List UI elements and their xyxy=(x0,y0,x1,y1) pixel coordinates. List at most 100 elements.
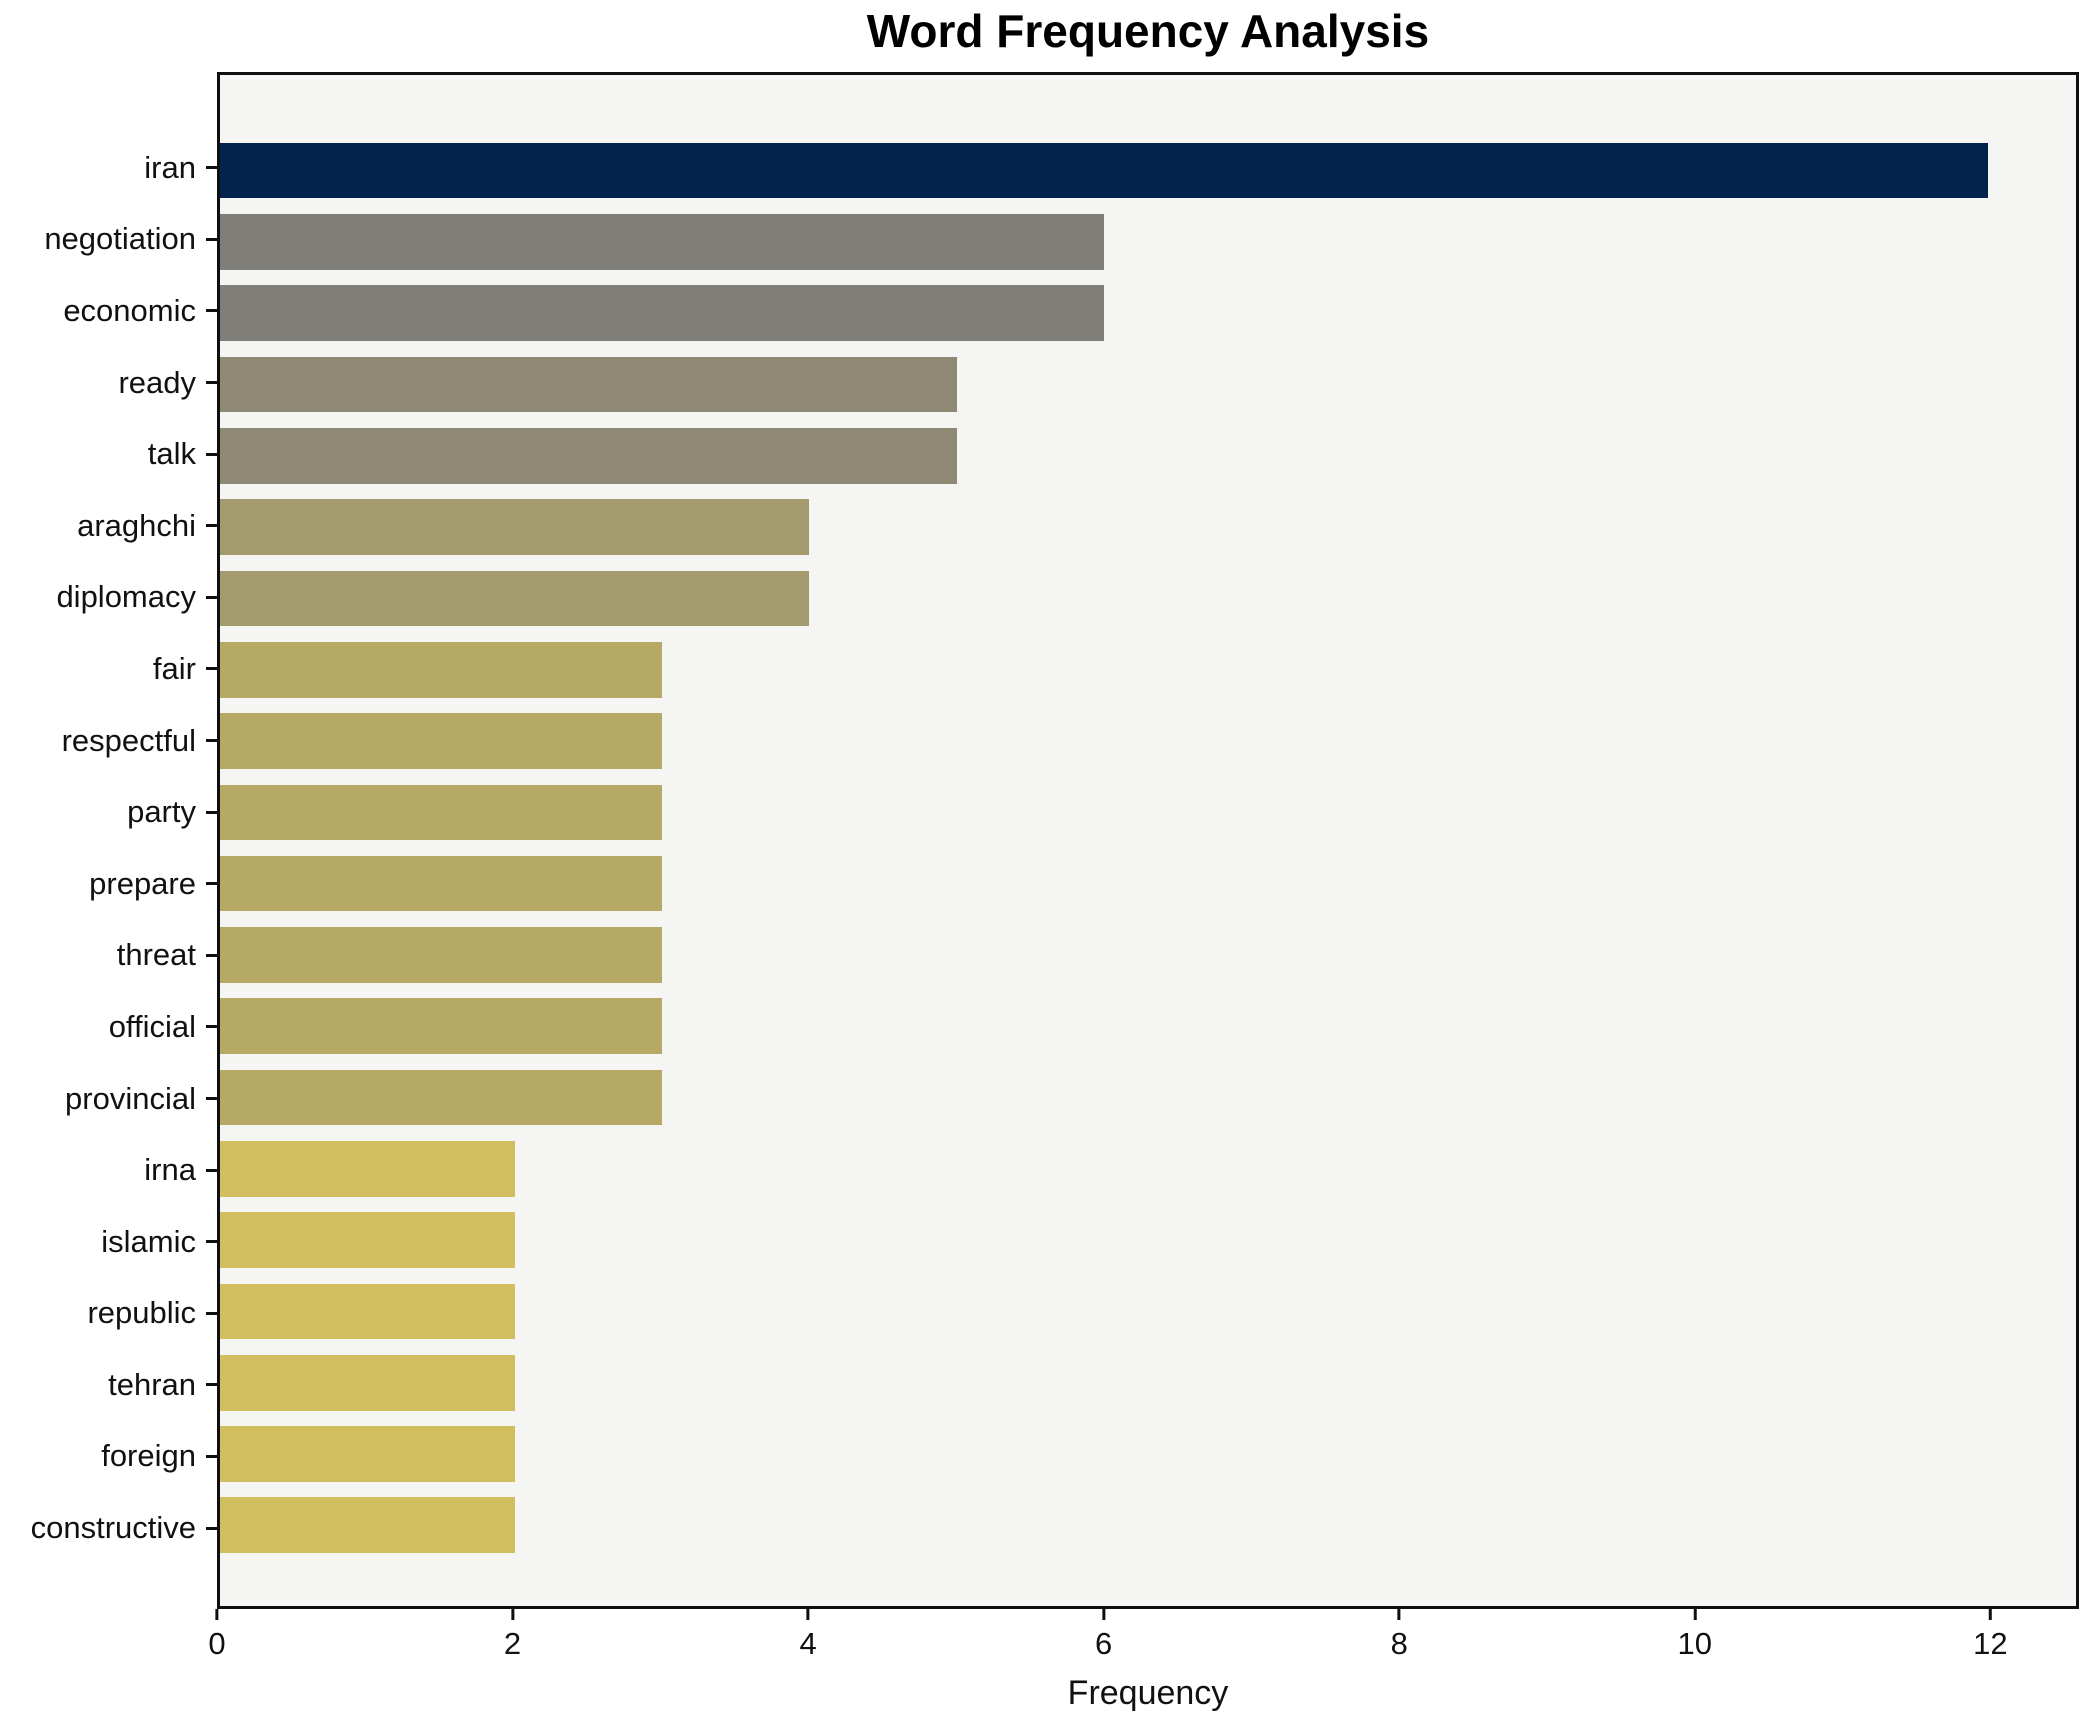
y-row-party: party xyxy=(0,776,217,848)
chart-title: Word Frequency Analysis xyxy=(866,5,1430,57)
y-tick-mark-official xyxy=(206,1025,217,1029)
bar-fair xyxy=(220,641,662,698)
y-tick-mark-irna xyxy=(206,1168,217,1172)
bar-row-fair xyxy=(220,634,2076,705)
y-tick-mark-foreign xyxy=(206,1454,217,1458)
bar-negotiation xyxy=(220,214,1104,270)
x-tick-label-12: 12 xyxy=(1973,1626,2008,1661)
x-tick-8: 8 xyxy=(1391,1609,1408,1662)
bar-economic xyxy=(220,285,1104,342)
y-row-respectful: respectful xyxy=(0,705,217,777)
y-tick-mark-party xyxy=(206,810,217,814)
x-axis-label: Frequency xyxy=(1067,1674,1229,1712)
y-row-republic: republic xyxy=(0,1278,217,1350)
y-tick-label-provincial: provincial xyxy=(65,1080,196,1116)
bar-row-islamic xyxy=(220,1204,2076,1275)
y-tick-label-irna: irna xyxy=(144,1152,196,1188)
y-tick-mark-negotiation xyxy=(206,237,217,241)
bar-row-negotiation xyxy=(220,206,2076,277)
y-tick-mark-iran xyxy=(206,166,217,170)
bar-diplomacy xyxy=(220,570,810,627)
bar-row-prepare xyxy=(220,848,2076,919)
x-tick-2: 2 xyxy=(504,1609,521,1662)
bar-row-irna xyxy=(220,1133,2076,1204)
bar-threat xyxy=(220,927,662,983)
y-tick-label-talk: talk xyxy=(147,436,196,472)
bar-constructive xyxy=(220,1497,515,1554)
x-axis: 0 2 4 6 8 10 12 xyxy=(208,1609,2079,1679)
bar-row-diplomacy xyxy=(220,563,2076,634)
x-tick-mark-12 xyxy=(1988,1609,1992,1620)
y-tick-label-threat: threat xyxy=(116,937,196,973)
x-tick-mark-6 xyxy=(1102,1609,1106,1620)
y-row-negotiation: negotiation xyxy=(0,204,217,276)
y-tick-mark-islamic xyxy=(206,1240,217,1244)
x-tick-label-4: 4 xyxy=(799,1626,817,1661)
y-row-talk: talk xyxy=(0,418,217,490)
bar-row-provincial xyxy=(220,1062,2076,1133)
bar-row-tehran xyxy=(220,1347,2076,1418)
bar-row-official xyxy=(220,991,2076,1062)
bar-republic xyxy=(220,1283,515,1340)
y-row-prepare: prepare xyxy=(0,848,217,920)
bar-row-constructive xyxy=(220,1490,2076,1561)
bar-row-threat xyxy=(220,919,2076,990)
y-row-foreign: foreign xyxy=(0,1421,217,1493)
y-tick-label-prepare: prepare xyxy=(89,865,196,901)
y-tick-mark-republic xyxy=(206,1311,217,1315)
y-tick-mark-threat xyxy=(206,953,217,957)
y-tick-label-diplomacy: diplomacy xyxy=(56,579,196,615)
x-tick-label-6: 6 xyxy=(1095,1626,1113,1661)
y-tick-label-islamic: islamic xyxy=(101,1223,196,1259)
bar-araghchi xyxy=(220,499,810,555)
y-row-ready: ready xyxy=(0,347,217,419)
y-tick-label-constructive: constructive xyxy=(30,1510,196,1546)
y-row-irna: irna xyxy=(0,1134,217,1206)
bars-area xyxy=(220,135,2076,1561)
y-tick-mark-diplomacy xyxy=(206,595,217,599)
y-row-provincial: provincial xyxy=(0,1063,217,1135)
y-tick-label-araghchi: araghchi xyxy=(77,507,196,543)
y-tick-labels: iran negotiation economic ready talk araghchi… xyxy=(0,132,217,1564)
y-row-economic: economic xyxy=(0,275,217,347)
bar-islamic xyxy=(220,1212,515,1268)
y-row-diplomacy: diplomacy xyxy=(0,562,217,634)
bar-row-foreign xyxy=(220,1418,2076,1489)
y-tick-mark-ready xyxy=(206,381,217,385)
y-row-iran: iran xyxy=(0,132,217,204)
x-tick-6: 6 xyxy=(1095,1609,1112,1662)
y-row-islamic: islamic xyxy=(0,1206,217,1278)
x-tick-label-10: 10 xyxy=(1677,1626,1713,1661)
bar-row-talk xyxy=(220,420,2076,491)
y-tick-label-iran: iran xyxy=(144,149,196,185)
x-tick-label-2: 2 xyxy=(503,1626,522,1661)
y-tick-label-republic: republic xyxy=(87,1295,196,1331)
bar-row-respectful xyxy=(220,705,2076,776)
y-row-constructive: constructive xyxy=(0,1492,217,1564)
y-row-fair: fair xyxy=(0,633,217,705)
x-tick-label-0: 0 xyxy=(208,1626,226,1661)
x-tick-0: 0 xyxy=(208,1609,226,1662)
y-tick-mark-araghchi xyxy=(206,524,217,528)
y-tick-mark-provincial xyxy=(206,1097,217,1101)
y-tick-label-respectful: respectful xyxy=(61,722,196,758)
y-tick-label-negotiation: negotiation xyxy=(44,221,196,257)
bar-talk xyxy=(220,428,957,484)
y-row-threat: threat xyxy=(0,920,217,992)
y-tick-label-economic: economic xyxy=(63,292,196,328)
y-axis: iran negotiation economic ready talk araghchi… xyxy=(0,72,217,1609)
x-tick-mark-10 xyxy=(1693,1609,1697,1620)
bar-official xyxy=(220,998,662,1055)
y-tick-label-foreign: foreign xyxy=(101,1438,196,1474)
y-tick-label-official: official xyxy=(108,1008,196,1044)
x-tick-12: 12 xyxy=(1973,1609,2008,1662)
y-tick-mark-talk xyxy=(206,452,217,456)
bar-row-ready xyxy=(220,349,2076,420)
bar-prepare xyxy=(220,855,662,912)
y-tick-label-fair: fair xyxy=(152,650,196,686)
x-tick-mark-2 xyxy=(511,1609,515,1620)
y-tick-label-party: party xyxy=(127,794,196,830)
y-tick-mark-respectful xyxy=(206,739,217,743)
y-tick-mark-fair xyxy=(206,667,217,671)
bar-ready xyxy=(220,356,957,413)
